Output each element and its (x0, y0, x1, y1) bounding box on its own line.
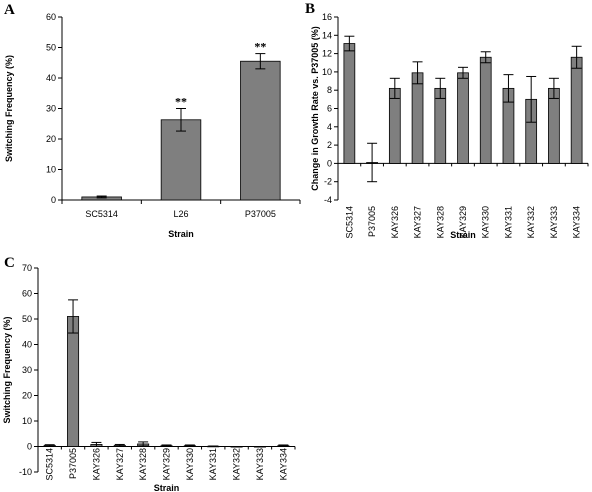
bar (253, 446, 266, 448)
y-tick-label: 0 (327, 158, 332, 168)
y-tick-label: 14 (322, 30, 332, 40)
y-tick-label: 2 (327, 140, 332, 150)
bar (240, 60, 281, 201)
y-tick-label: 40 (46, 73, 56, 83)
x-tick-label: KAY330 (481, 206, 491, 238)
y-tick-label: 8 (327, 85, 332, 95)
y-tick-label: 0 (51, 195, 56, 205)
y-tick-label: 10 (322, 67, 332, 77)
x-axis-title: Strain (154, 483, 180, 492)
y-tick-label: -10 (19, 467, 32, 477)
bar (160, 119, 202, 201)
y-tick-label: 16 (322, 12, 332, 22)
panel-letter: A (4, 2, 15, 18)
y-tick-label: 50 (46, 43, 56, 53)
y-tick-label: -2 (324, 177, 332, 187)
panel-letter: C (4, 255, 15, 271)
x-tick-label: P37005 (68, 448, 78, 479)
y-axis-title: Switching Frequency (%) (4, 55, 14, 162)
y-tick-label: 6 (327, 104, 332, 114)
y-tick-label: 10 (22, 416, 32, 426)
y-tick-label: 40 (22, 340, 32, 350)
y-tick-label: 30 (46, 104, 56, 114)
x-tick-label: KAY332 (232, 448, 242, 480)
x-tick-label: KAY326 (91, 448, 101, 480)
y-tick-label: 60 (22, 289, 32, 299)
x-tick-label: SC5314 (45, 448, 55, 481)
bar (457, 72, 469, 164)
bar (570, 56, 583, 164)
y-tick-label: 70 (22, 263, 32, 273)
x-tick-label: KAY331 (208, 448, 218, 480)
bar (343, 43, 356, 164)
y-axis-title: Switching Frequency (%) (2, 316, 12, 423)
bar (388, 87, 401, 164)
x-tick-label: KAY326 (390, 206, 400, 238)
panel-b: B -4 -2 0 2 4 6 8 10 12 14 16 SC5314 P37005 KAY326 KAY3… (305, 1, 589, 240)
x-tick-label: KAY328 (138, 448, 148, 480)
x-tick-label: KAY334 (278, 448, 288, 480)
x-axis-title: Strain (168, 229, 194, 239)
y-tick-label: 60 (46, 12, 56, 22)
x-tick-label: KAY332 (526, 206, 536, 238)
y-tick-label: 0 (27, 442, 32, 452)
bar (479, 56, 492, 164)
y-axis-title: Change in Growth Rate vs. P37005 (%) (310, 26, 320, 191)
bar (411, 72, 424, 164)
panel-letter: B (305, 1, 315, 17)
x-tick-label: KAY330 (185, 448, 195, 480)
x-tick-label: KAY327 (413, 206, 423, 238)
x-tick-label: P37005 (245, 209, 276, 219)
bar (67, 316, 80, 447)
x-tick-label: KAY331 (503, 206, 513, 238)
x-tick-label: KAY333 (549, 206, 559, 238)
y-tick-label: 20 (22, 391, 32, 401)
x-tick-label: KAY333 (255, 448, 265, 480)
x-tick-label: L26 (173, 209, 188, 219)
x-tick-label: SC5314 (85, 209, 118, 219)
significance-marker: ** (175, 95, 187, 109)
panel-c: C -10 0 10 20 30 40 50 60 70 SC5314 P37005 KAY326 KAY… (2, 255, 296, 492)
bar (434, 87, 447, 164)
y-tick-label: -4 (324, 195, 332, 205)
x-tick-label: KAY334 (572, 206, 582, 238)
x-tick-label: KAY329 (162, 448, 172, 480)
x-tick-label: P37005 (367, 206, 377, 237)
x-tick-label: KAY328 (435, 206, 445, 238)
x-tick-label: KAY329 (458, 206, 468, 238)
y-tick-label: 12 (322, 49, 332, 59)
significance-marker: ** (254, 40, 266, 54)
x-tick-label: KAY327 (115, 448, 125, 480)
x-axis-title: Strain (450, 230, 476, 240)
x-tick-label: SC5314 (344, 206, 354, 239)
y-tick-label: 10 (46, 165, 56, 175)
y-tick-label: 4 (327, 122, 332, 132)
panel-a: A 0 10 20 30 40 50 60 SC5314 ** L26 ** P37005 Strain S… (4, 2, 301, 239)
y-tick-label: 30 (22, 365, 32, 375)
bar (548, 87, 560, 164)
bar (230, 446, 243, 448)
y-tick-label: 50 (22, 314, 32, 324)
y-tick-label: 20 (46, 134, 56, 144)
